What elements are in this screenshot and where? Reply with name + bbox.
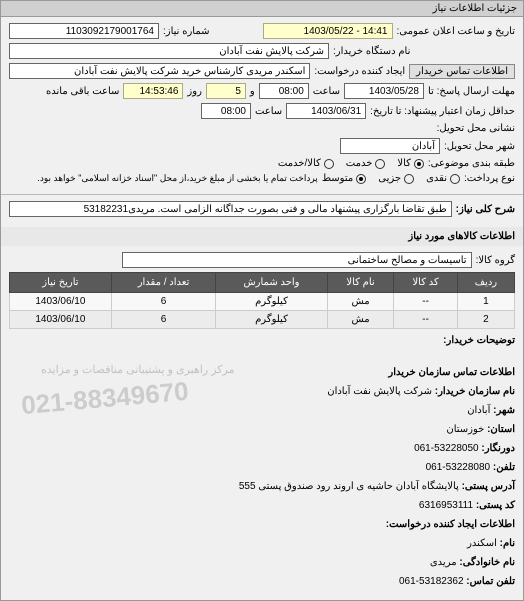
remain-label: روز <box>187 86 202 97</box>
province-value: خوزستان <box>446 424 484 435</box>
address-label: آدرس پستی: <box>462 481 515 492</box>
col-unit: واحد شمارش <box>216 273 327 293</box>
days-left: 5 <box>206 83 246 99</box>
radio-dot-icon <box>356 174 366 184</box>
deadline-time: 08:00 <box>259 83 309 99</box>
city-value: آبادان <box>467 405 490 416</box>
group-value: تاسیسات و مصالح ساختمانی <box>122 252 472 268</box>
radio-dot-icon <box>375 159 385 169</box>
lname-value: مریدی <box>430 557 457 568</box>
requester-name: اسکندر مریدی کارشناس خرید شرکت پالایش نف… <box>9 63 310 79</box>
deadline-date: 1403/05/28 <box>344 83 424 99</box>
remain-time: 14:53:46 <box>123 83 183 99</box>
radio-dot-icon <box>404 174 414 184</box>
fax-value: 53228050-061 <box>414 443 479 454</box>
table-header-row: ردیف کد کالا نام کالا واحد شمارش تعداد /… <box>10 273 515 293</box>
validity-label: حداقل زمان اعتبار پیشنهاد: تا تاریخ: <box>370 106 515 117</box>
form-area: تاریخ و ساعت اعلان عمومی: 14:41 - 1403/0… <box>1 17 523 194</box>
category-radio-group: کالا خدمت کالا/خدمت <box>278 158 424 169</box>
radio-motavaset[interactable]: متوسط <box>322 173 366 184</box>
desc-label: شرح کلی نیاز: <box>456 204 515 215</box>
col-code: کد کالا <box>394 273 457 293</box>
requester-label: ایجاد کننده درخواست: <box>314 66 405 77</box>
goods-section: گروه کالا: تاسیسات و مصالح ساختمانی ردیف… <box>1 246 523 356</box>
validity-date: 1403/06/31 <box>286 103 366 119</box>
pay-label: نوع پرداخت: <box>464 173 515 184</box>
radio-naghdi[interactable]: نقدی <box>426 173 460 184</box>
group-label: گروه کالا: <box>476 255 515 266</box>
panel-title: جزئیات اطلاعات نیاز <box>1 1 523 17</box>
remain-suffix: ساعت باقی مانده <box>46 86 119 97</box>
cphone-value: 53182362-061 <box>399 576 464 587</box>
col-row: ردیف <box>457 273 514 293</box>
desc-text: طبق تقاضا بارگزاری پیشنهاد مالی و فنی بص… <box>9 201 452 217</box>
buyer-label: نام دستگاه خریدار: <box>333 46 410 57</box>
deadline-label: مهلت ارسال پاسخ: تا <box>428 86 515 97</box>
delivery-city: آبادان <box>340 138 440 154</box>
radio-kala-khedmat[interactable]: کالا/خدمت <box>278 158 334 169</box>
province-label: استان: <box>487 424 515 435</box>
phone-value: 53228080-061 <box>426 462 491 473</box>
validity-time: 08:00 <box>201 103 251 119</box>
goods-title: اطلاعات کالاهای مورد نیاز <box>1 227 523 246</box>
org-value: شرکت پالایش نفت آبادان <box>327 386 432 397</box>
fname-label: نام: <box>500 538 515 549</box>
main-panel: جزئیات اطلاعات نیاز تاریخ و ساعت اعلان ع… <box>0 0 524 601</box>
contact-buyer-button[interactable]: اطلاعات تماس خریدار <box>409 64 515 79</box>
delivery-city-label: شهر محل تحویل: <box>444 141 515 152</box>
time-label-2: ساعت <box>255 106 282 117</box>
goods-table: ردیف کد کالا نام کالا واحد شمارش تعداد /… <box>9 272 515 329</box>
postal-label: کد پستی: <box>476 500 515 511</box>
req-number: 1103092179001764 <box>9 23 159 39</box>
postal-value: 6316953111 <box>419 500 473 511</box>
col-date: تاریخ نیاز <box>10 273 112 293</box>
category-label: طبقه بندی موضوعی: <box>428 158 515 169</box>
phone-label: تلفن: <box>493 462 515 473</box>
desc-section: شرح کلی نیاز: طبق تقاضا بارگزاری پیشنهاد… <box>1 194 523 227</box>
time-label-1: ساعت <box>313 86 340 97</box>
footer-section: مرکز راهبری و پشتیبانی مناقصات و مزایده … <box>1 356 523 600</box>
fname-value: اسکندر <box>467 538 497 549</box>
delivery-place-label: نشانی محل تحویل: <box>437 123 515 134</box>
announce-date-label: تاریخ و ساعت اعلان عمومی: <box>397 26 516 37</box>
radio-dot-icon <box>450 174 460 184</box>
creator-title: اطلاعات ایجاد کننده درخواست: <box>9 516 515 533</box>
and-label: و <box>250 86 255 97</box>
col-qty: تعداد / مقدار <box>111 273 215 293</box>
radio-dot-icon <box>324 159 334 169</box>
lname-label: نام خانوادگی: <box>459 557 515 568</box>
radio-kala[interactable]: کالا <box>397 158 424 169</box>
city-label: شهر: <box>493 405 515 416</box>
org-label: نام سازمان خریدار: <box>435 386 515 397</box>
radio-khedmat[interactable]: خدمت <box>346 158 386 169</box>
req-number-label: شماره نیاز: <box>163 26 210 37</box>
announce-date: 14:41 - 1403/05/22 <box>263 23 393 39</box>
buyer-name: شرکت پالایش نفت آبادان <box>9 43 329 59</box>
cphone-label: تلفن تماس: <box>466 576 515 587</box>
note-label: توضیحات خریدار: <box>443 335 515 346</box>
table-row: 1 -- مش کیلوگرم 6 1403/06/10 <box>10 293 515 311</box>
table-row: 2 -- مش کیلوگرم 6 1403/06/10 <box>10 311 515 329</box>
pay-note: پرداخت تمام یا بخشی از مبلغ خرید،از محل … <box>37 173 317 184</box>
address-value: پالایشگاه آبادان حاشیه ی اروند رود صندوق… <box>239 481 459 492</box>
fax-label: دورنگار: <box>481 443 515 454</box>
col-name: نام کالا <box>327 273 394 293</box>
radio-jozi[interactable]: جزیی <box>378 173 414 184</box>
radio-dot-icon <box>414 159 424 169</box>
pay-radio-group: نقدی جزیی متوسط <box>322 173 460 184</box>
